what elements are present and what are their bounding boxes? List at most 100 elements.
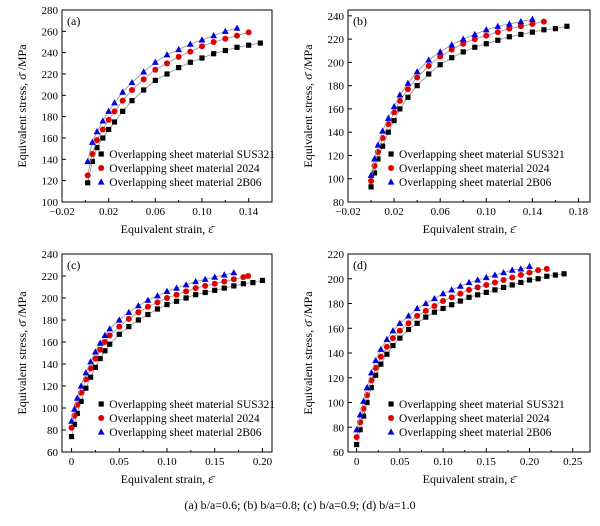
data-point	[372, 356, 380, 364]
data-point	[233, 24, 241, 31]
data-point	[517, 23, 524, 30]
data-point	[119, 88, 127, 95]
chart-panel-d: 0 0.05 0.10 0.15 0.20 0.25 60 80 100 120 140 160 180…	[301, 249, 591, 486]
legend-marker	[98, 415, 105, 421]
series-2024	[68, 273, 252, 431]
data-point	[431, 294, 438, 302]
data-point	[552, 26, 559, 32]
data-point	[210, 39, 217, 45]
data-point	[259, 277, 266, 283]
data-point	[413, 68, 421, 75]
data-point	[389, 327, 397, 334]
data-point	[173, 298, 180, 304]
data-point	[360, 397, 367, 404]
data-point	[250, 280, 256, 286]
data-point	[378, 361, 384, 367]
series-SUS321	[85, 40, 263, 186]
data-point	[183, 295, 189, 301]
data-point	[373, 372, 379, 378]
data-point	[97, 355, 103, 362]
series-2B06	[84, 24, 241, 165]
data-point	[88, 138, 96, 145]
data-point	[552, 272, 559, 278]
legend-marker	[98, 401, 104, 407]
data-point	[379, 143, 386, 149]
data-point	[175, 45, 183, 53]
legend-entry: Overlapping sheet material SUS321	[399, 399, 565, 411]
data-point	[367, 171, 375, 178]
data-point	[101, 331, 109, 338]
data-point	[396, 319, 404, 326]
data-point	[120, 108, 126, 114]
data-point	[495, 37, 501, 43]
y-tick-label: 100	[42, 197, 59, 209]
data-point	[116, 331, 122, 337]
data-point	[414, 320, 420, 326]
legend-entry: Overlapping sheet material SUS321	[109, 399, 275, 411]
data-point	[448, 286, 456, 293]
data-point	[405, 326, 412, 333]
data-point	[234, 32, 240, 39]
y-axis-label: Equivalent stress, σ̄ /MPa	[15, 291, 29, 415]
data-point	[383, 343, 390, 350]
x-tick-label: 0	[354, 456, 360, 468]
data-point	[154, 299, 161, 306]
data-point	[100, 135, 106, 141]
x-tick-label: 0.20	[253, 456, 273, 468]
data-point	[508, 266, 516, 273]
x-tick-label: 0.25	[563, 456, 583, 468]
x-tick-label: 0.10	[157, 456, 177, 468]
data-point	[87, 358, 95, 365]
data-point	[135, 317, 141, 323]
y-tick-label: 240	[328, 11, 345, 23]
data-point	[92, 364, 99, 370]
data-point	[529, 29, 535, 35]
data-point	[437, 53, 444, 60]
data-point	[68, 434, 75, 440]
y-tick-label: 240	[42, 48, 59, 60]
x-tick-label: 0.18	[569, 206, 589, 218]
data-point	[119, 97, 126, 104]
data-point	[357, 427, 363, 433]
x-tick-label: 0.02	[384, 206, 403, 218]
panel-label: (c)	[67, 258, 80, 272]
data-point	[83, 385, 89, 391]
legend-entry: Overlapping sheet material 2024	[109, 413, 260, 425]
y-tick-label: 180	[328, 299, 345, 311]
y-axis-label: Equivalent stress, σ̄ /MPa	[15, 44, 29, 168]
data-point	[405, 320, 412, 327]
data-point	[154, 306, 161, 312]
data-point	[202, 289, 208, 296]
data-point	[471, 36, 478, 43]
y-tick-label: 180	[42, 112, 59, 124]
data-point	[371, 155, 378, 162]
data-point	[449, 55, 455, 61]
data-point	[68, 424, 75, 431]
figure-caption: (a) b/a=0.6; (b) b/a=0.8; (c) b/a=0.9; (…	[184, 498, 416, 512]
x-axis-label: Equivalent strain, ε̄	[121, 222, 216, 236]
chart-panel-b: −0.02 0.02 0.06 0.10 0.14 0.18 80 100 120 140 160 1…	[301, 9, 591, 236]
data-point	[384, 114, 392, 121]
data-point	[375, 156, 381, 162]
legend-entry: Overlapping sheet material 2B06	[109, 427, 262, 439]
plot-frame	[347, 9, 591, 203]
data-point	[506, 25, 513, 32]
data-point	[88, 374, 94, 380]
data-point	[211, 51, 217, 57]
legend-marker	[388, 401, 394, 407]
y-tick-label: 60	[333, 447, 345, 459]
legend-marker	[97, 428, 105, 435]
y-tick-label: 100	[328, 174, 345, 186]
legend-entry: Overlapping sheet material SUS321	[109, 149, 275, 161]
x-tick-label: 0.05	[110, 456, 130, 468]
data-point	[426, 71, 432, 77]
data-point	[561, 271, 567, 277]
data-point	[152, 66, 159, 73]
data-point	[134, 302, 142, 309]
data-point	[125, 308, 133, 315]
plot-frame	[61, 9, 273, 203]
y-tick-label: 220	[328, 249, 345, 261]
x-tick-label: 0.20	[520, 456, 540, 468]
data-point	[374, 141, 382, 148]
data-point	[517, 18, 525, 25]
